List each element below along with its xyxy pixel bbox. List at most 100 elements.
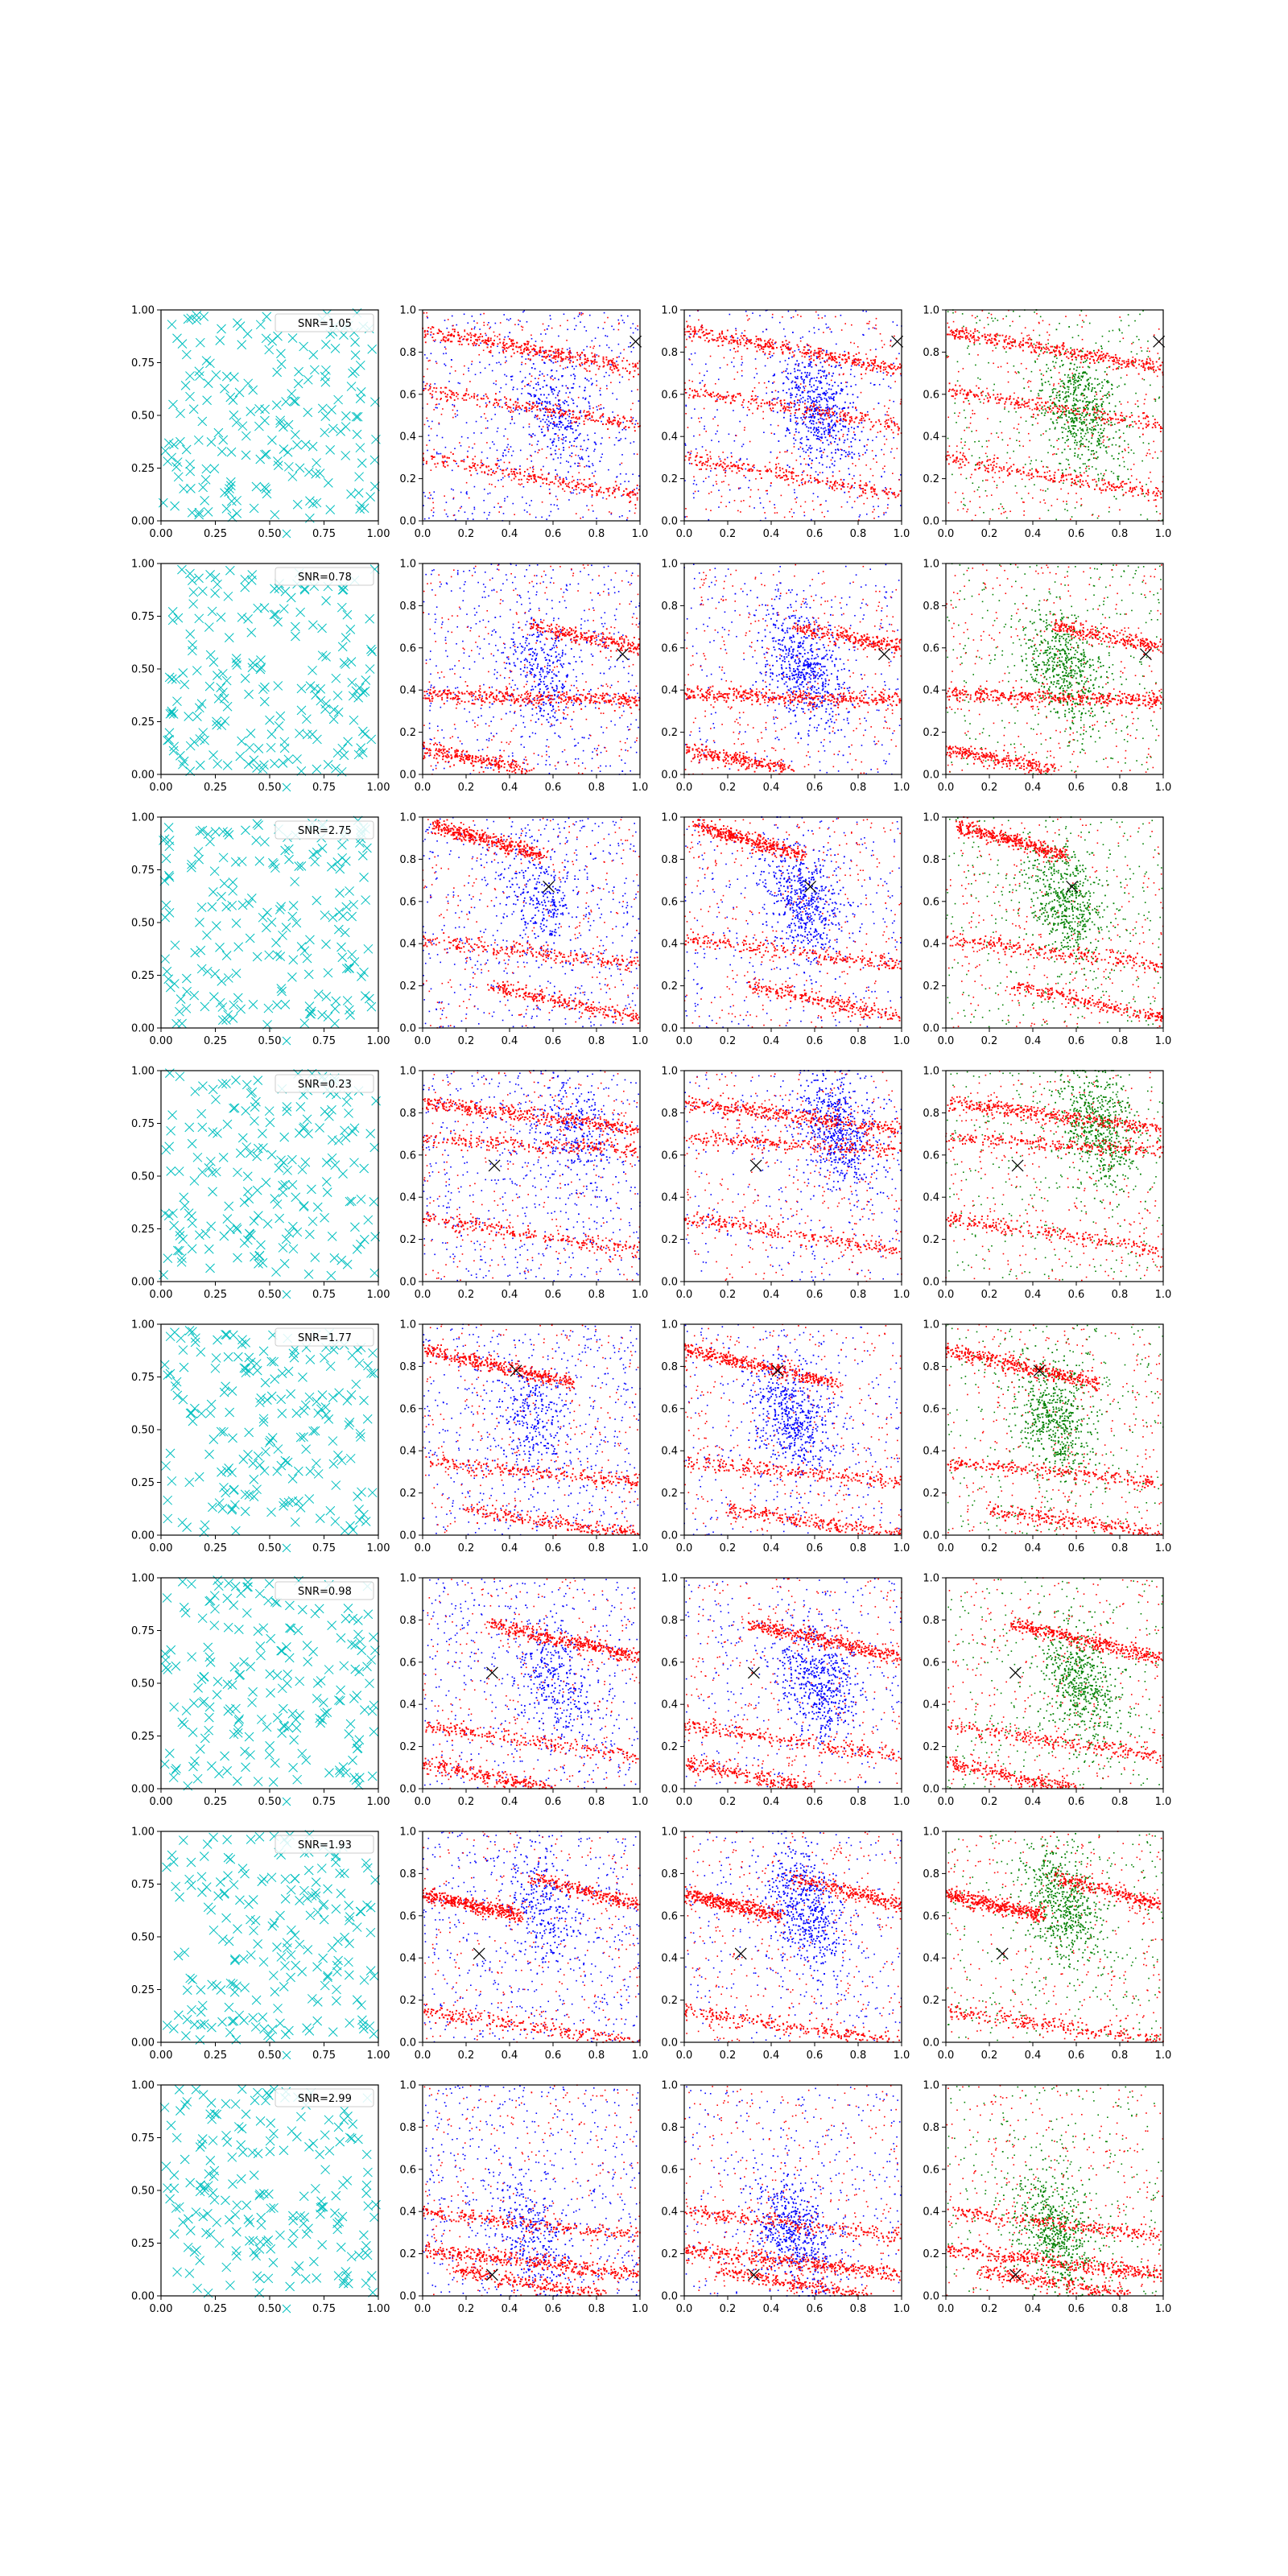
background-point bbox=[587, 435, 588, 436]
band-point bbox=[693, 397, 695, 398]
band-point bbox=[597, 420, 599, 422]
background-point bbox=[518, 320, 519, 321]
background-point bbox=[843, 434, 844, 436]
background-point bbox=[690, 452, 691, 454]
band-point bbox=[541, 402, 543, 404]
cluster-point bbox=[811, 366, 812, 368]
background-point bbox=[602, 497, 604, 499]
band-point bbox=[874, 362, 876, 364]
background-point bbox=[802, 336, 803, 338]
background-point bbox=[611, 513, 613, 514]
cluster-point bbox=[832, 375, 833, 377]
cluster-point bbox=[836, 417, 838, 419]
band-point bbox=[454, 328, 456, 330]
cluster-point bbox=[844, 492, 845, 493]
background-point bbox=[429, 497, 431, 499]
cluster-point bbox=[555, 433, 557, 435]
background-point bbox=[508, 411, 510, 412]
background-point bbox=[952, 312, 954, 314]
background-point bbox=[720, 458, 721, 460]
background-point bbox=[826, 350, 828, 352]
band-point bbox=[603, 357, 605, 358]
background-point bbox=[852, 463, 853, 464]
cluster-point bbox=[551, 391, 553, 393]
cluster-point bbox=[548, 425, 550, 427]
cluster-point bbox=[817, 432, 819, 434]
band-point bbox=[878, 365, 880, 367]
band-point bbox=[861, 413, 863, 415]
background-point bbox=[633, 347, 634, 349]
background-point bbox=[827, 392, 828, 394]
band-point bbox=[449, 390, 451, 391]
background-point bbox=[777, 512, 778, 514]
band-point bbox=[545, 352, 547, 353]
background-point bbox=[473, 507, 475, 509]
background-point bbox=[637, 389, 638, 390]
background-point bbox=[436, 453, 438, 455]
cluster-point bbox=[820, 377, 822, 378]
background-point bbox=[483, 324, 485, 326]
band-point bbox=[705, 469, 707, 470]
background-point bbox=[716, 474, 717, 476]
background-point bbox=[439, 423, 440, 424]
background-point bbox=[766, 393, 767, 394]
background-point bbox=[874, 384, 876, 386]
cluster-point bbox=[824, 370, 825, 372]
band-point bbox=[499, 342, 501, 344]
background-point bbox=[699, 373, 700, 374]
cluster-point bbox=[584, 390, 585, 391]
background-point bbox=[985, 395, 987, 397]
background-point bbox=[702, 446, 704, 448]
background-point bbox=[841, 329, 843, 331]
background-point bbox=[1025, 464, 1026, 465]
scatter-x-tick-label: 0.00 bbox=[150, 528, 173, 540]
cluster-point bbox=[809, 373, 811, 374]
background-point bbox=[460, 445, 462, 447]
cluster-point bbox=[594, 441, 596, 443]
background-point bbox=[547, 374, 548, 376]
band-point bbox=[548, 484, 550, 485]
band-point bbox=[779, 400, 781, 402]
band-point bbox=[709, 394, 711, 396]
band-point bbox=[706, 333, 708, 335]
band-point bbox=[858, 352, 860, 353]
band-point bbox=[691, 463, 692, 464]
band-point bbox=[869, 419, 870, 420]
cluster-point bbox=[600, 394, 601, 395]
background-point bbox=[427, 369, 428, 370]
band-point bbox=[543, 482, 544, 484]
background-point bbox=[997, 320, 998, 321]
background-point bbox=[580, 459, 581, 460]
cluster-point bbox=[807, 377, 808, 378]
band-point bbox=[865, 485, 867, 486]
band-point bbox=[727, 391, 729, 393]
band-point bbox=[828, 365, 830, 366]
background-point bbox=[818, 318, 819, 320]
background-point bbox=[457, 382, 459, 384]
band-point bbox=[839, 419, 840, 421]
background-point bbox=[440, 453, 442, 455]
band-point bbox=[576, 416, 577, 418]
background-point bbox=[429, 385, 431, 386]
background-point bbox=[502, 452, 504, 454]
background-point bbox=[805, 386, 807, 387]
cluster-point bbox=[555, 453, 556, 455]
background-point bbox=[578, 487, 580, 489]
background-point bbox=[543, 466, 544, 468]
cluster-point bbox=[575, 438, 576, 440]
background-point bbox=[473, 518, 474, 520]
band-point bbox=[516, 405, 518, 407]
background-point bbox=[745, 311, 747, 312]
background-point bbox=[718, 456, 720, 458]
cluster-point bbox=[825, 436, 827, 438]
band-point bbox=[866, 367, 868, 369]
background-point bbox=[773, 353, 774, 354]
cluster-point bbox=[599, 460, 601, 462]
background-point bbox=[963, 326, 964, 328]
background-point bbox=[606, 385, 608, 386]
background-point bbox=[1124, 461, 1125, 463]
band-point bbox=[468, 334, 469, 336]
background-point bbox=[572, 493, 574, 494]
background-point bbox=[481, 416, 482, 418]
background-point bbox=[1047, 343, 1049, 345]
